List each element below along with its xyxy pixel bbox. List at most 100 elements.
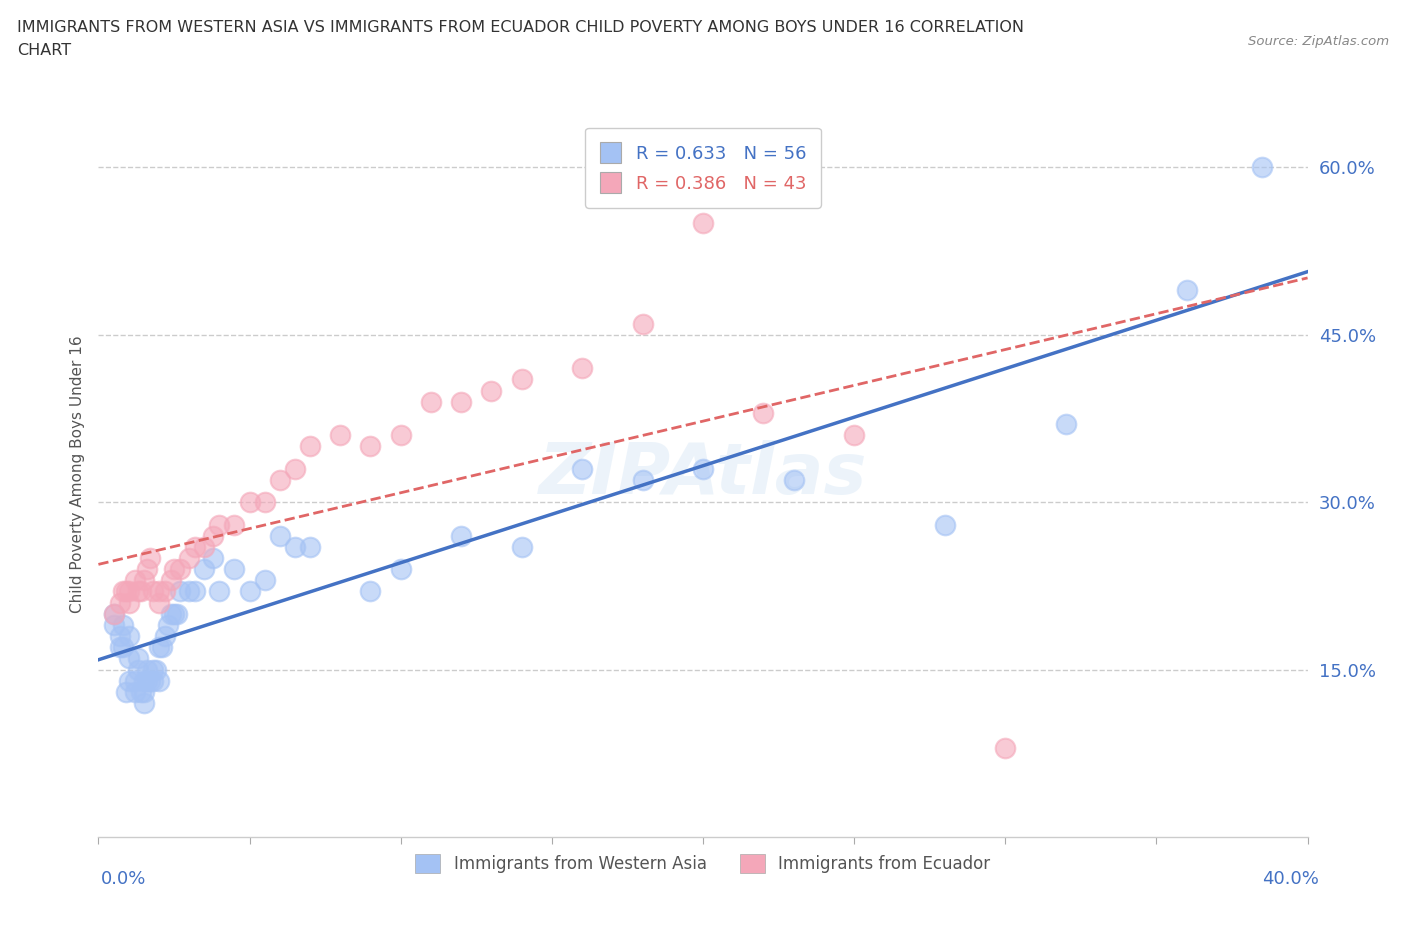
Point [142,584,165,599]
Point [510,372,533,387]
Point [202,528,225,543]
Point [163,562,186,577]
Point [160,606,183,621]
Point [118,651,141,666]
Point [163,606,186,621]
Point [994,740,1017,755]
Point [239,495,262,510]
Point [783,472,806,487]
Point [239,584,262,599]
Point [360,584,382,599]
Point [129,584,152,599]
Point [132,673,155,688]
Point [153,584,176,599]
Legend: Immigrants from Western Asia, Immigrants from Ecuador: Immigrants from Western Asia, Immigrants… [409,847,997,880]
Point [631,472,654,487]
Point [118,673,141,688]
Point [844,428,866,443]
Point [166,606,188,621]
Point [224,562,246,577]
Point [135,662,157,677]
Point [142,673,165,688]
Point [145,662,167,677]
Point [169,562,191,577]
Point [179,551,201,565]
Text: 40.0%: 40.0% [1263,870,1319,888]
Point [124,573,146,588]
Point [132,684,155,699]
Point [142,662,165,677]
Point [148,595,170,610]
Point [269,472,291,487]
Point [299,439,322,454]
Point [510,539,533,554]
Point [124,673,146,688]
Point [253,495,276,510]
Point [193,562,215,577]
Point [103,606,125,621]
Point [450,394,472,409]
Point [135,673,157,688]
Point [208,517,231,532]
Point [329,428,352,443]
Point [111,584,134,599]
Point [156,618,179,632]
Point [692,461,714,476]
Point [193,539,215,554]
Point [118,629,141,644]
Point [571,361,593,376]
Point [1054,417,1077,432]
Point [284,539,307,554]
Point [135,562,157,577]
Point [108,629,131,644]
Point [420,394,443,409]
Point [127,651,149,666]
Point [571,461,593,476]
Point [114,684,136,699]
Point [389,562,412,577]
Point [127,662,149,677]
Point [103,618,125,632]
Point [224,517,246,532]
Point [1251,160,1274,175]
Point [103,606,125,621]
Point [114,584,136,599]
Point [934,517,956,532]
Point [129,684,152,699]
Point [269,528,291,543]
Point [132,573,155,588]
Point [148,640,170,655]
Point [118,584,141,599]
Y-axis label: Child Poverty Among Boys Under 16: Child Poverty Among Boys Under 16 [69,336,84,613]
Point [481,383,503,398]
Text: 0.0%: 0.0% [101,870,146,888]
Point [108,595,131,610]
Point [299,539,322,554]
Point [111,640,134,655]
Point [150,640,173,655]
Point [202,551,225,565]
Point [160,573,183,588]
Point [752,405,775,420]
Point [253,573,276,588]
Point [139,673,162,688]
Point [208,584,231,599]
Point [153,629,176,644]
Point [631,316,654,331]
Point [148,673,170,688]
Point [360,439,382,454]
Point [389,428,412,443]
Point [179,584,201,599]
Point [132,696,155,711]
Text: IMMIGRANTS FROM WESTERN ASIA VS IMMIGRANTS FROM ECUADOR CHILD POVERTY AMONG BOYS: IMMIGRANTS FROM WESTERN ASIA VS IMMIGRAN… [17,20,1024,58]
Point [108,640,131,655]
Point [692,216,714,231]
Point [124,684,146,699]
Point [184,584,207,599]
Point [284,461,307,476]
Point [111,618,134,632]
Point [118,595,141,610]
Text: ZIPAtlas: ZIPAtlas [538,440,868,509]
Point [127,584,149,599]
Point [450,528,472,543]
